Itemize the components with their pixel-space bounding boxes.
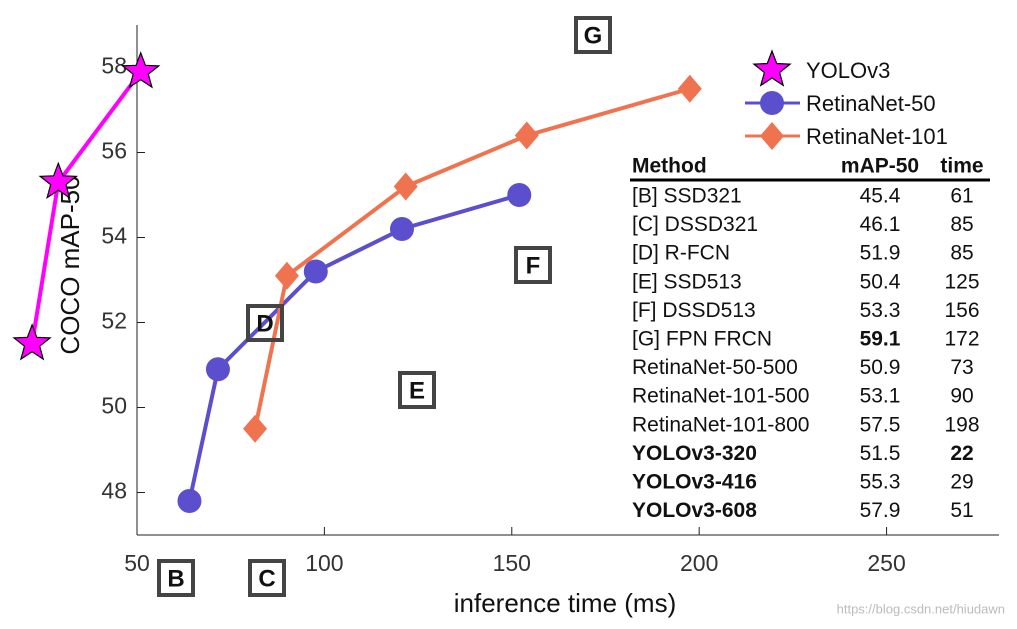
star-marker: [121, 51, 161, 89]
table-cell: [E] SSD513: [632, 270, 742, 293]
circle-marker: [303, 259, 328, 284]
legend-label: RetinaNet-50: [806, 91, 936, 116]
annotation-box: [514, 246, 552, 284]
table-cell: [D] R-FCN: [632, 242, 730, 265]
x-tick-label: 250: [867, 550, 905, 576]
annotation-box: [248, 559, 286, 597]
series-line: [253, 86, 691, 430]
table-cell: [F] DSSD513: [632, 299, 756, 322]
annotation-label: B: [167, 565, 184, 592]
star-marker: [12, 323, 52, 361]
annotation-label: F: [526, 252, 541, 279]
table-cell: 172: [944, 328, 979, 351]
table-header: Method: [632, 155, 707, 178]
x-tick-label: 50: [124, 550, 150, 576]
annotation-label: E: [409, 377, 425, 404]
annotation-label: G: [584, 22, 603, 49]
table-cell: [G] FPN FRCN: [632, 328, 772, 351]
table-cell: YOLOv3-320: [632, 442, 757, 465]
table-cell: 55.3: [860, 471, 901, 494]
diamond-marker: [243, 414, 268, 443]
y-tick-label: 50: [101, 393, 127, 419]
table-cell: 90: [950, 385, 973, 408]
y-tick-label: 54: [101, 223, 127, 249]
table-cell: 51.9: [860, 242, 901, 265]
circle-marker: [177, 489, 202, 513]
annotation-box: [157, 559, 195, 597]
table-cell: YOLOv3-416: [632, 471, 757, 494]
table-cell: 53.1: [860, 385, 901, 408]
annotation-label: C: [258, 565, 275, 592]
table-cell: 46.1: [860, 213, 901, 236]
diamond-marker: [514, 121, 539, 150]
legend-label: YOLOv3: [806, 58, 890, 83]
table-cell: 57.5: [860, 413, 901, 436]
table-cell: RetinaNet-50-500: [632, 356, 798, 379]
x-tick-label: 150: [493, 550, 531, 576]
star-marker: [38, 161, 79, 199]
y-tick-label: 56: [101, 138, 127, 164]
table-cell: 53.3: [860, 299, 901, 322]
legend-label: RetinaNet-101: [806, 124, 948, 149]
table-cell: YOLOv3-608: [632, 499, 757, 522]
table-cell: 59.1: [860, 328, 901, 351]
y-axis-label: COCO mAP-50: [55, 175, 85, 354]
table-cell: [B] SSD321: [632, 185, 742, 208]
annotation-box: [574, 16, 612, 54]
table-cell: 22: [950, 442, 973, 465]
diamond-marker: [760, 122, 784, 150]
table-cell: 156: [944, 299, 979, 322]
annotation-box: [398, 371, 436, 409]
table-cell: 61: [950, 185, 973, 208]
table-cell: 198: [944, 413, 979, 436]
y-tick-label: 52: [101, 308, 127, 334]
table-cell: 85: [950, 213, 973, 236]
annotation-label: D: [256, 310, 273, 337]
x-tick-label: 200: [680, 550, 718, 576]
circle-marker: [760, 91, 784, 115]
series-line: [187, 193, 520, 502]
annotation-box: [246, 304, 284, 342]
circle-marker: [507, 183, 532, 207]
x-axis-label: inference time (ms): [454, 588, 677, 618]
table-cell: [C] DSSD321: [632, 213, 758, 236]
watermark: https://blog.csdn.net/hiudawn: [837, 601, 1005, 616]
table-cell: RetinaNet-101-500: [632, 385, 809, 408]
table-cell: 51: [950, 499, 973, 522]
x-tick-label: 100: [305, 550, 343, 576]
table-cell: 50.9: [860, 356, 901, 379]
table-cell: 85: [950, 242, 973, 265]
table-header: mAP-50: [841, 155, 919, 178]
table-cell: 50.4: [860, 270, 901, 293]
table-cell: 45.4: [860, 185, 901, 208]
table-cell: 29: [950, 471, 973, 494]
table-cell: RetinaNet-101-800: [632, 413, 809, 436]
series-line: [30, 70, 143, 345]
y-tick-label: 48: [101, 478, 127, 504]
table-cell: 57.9: [860, 499, 901, 522]
circle-marker: [205, 357, 230, 382]
table-cell: 73: [950, 356, 973, 379]
circle-marker: [389, 217, 414, 241]
table-cell: 125: [944, 270, 979, 293]
diamond-marker: [274, 261, 299, 290]
diamond-marker: [393, 172, 418, 201]
diamond-marker: [677, 74, 702, 103]
table-cell: 51.5: [860, 442, 901, 465]
star-marker: [752, 49, 792, 87]
table-header: time: [940, 155, 983, 178]
